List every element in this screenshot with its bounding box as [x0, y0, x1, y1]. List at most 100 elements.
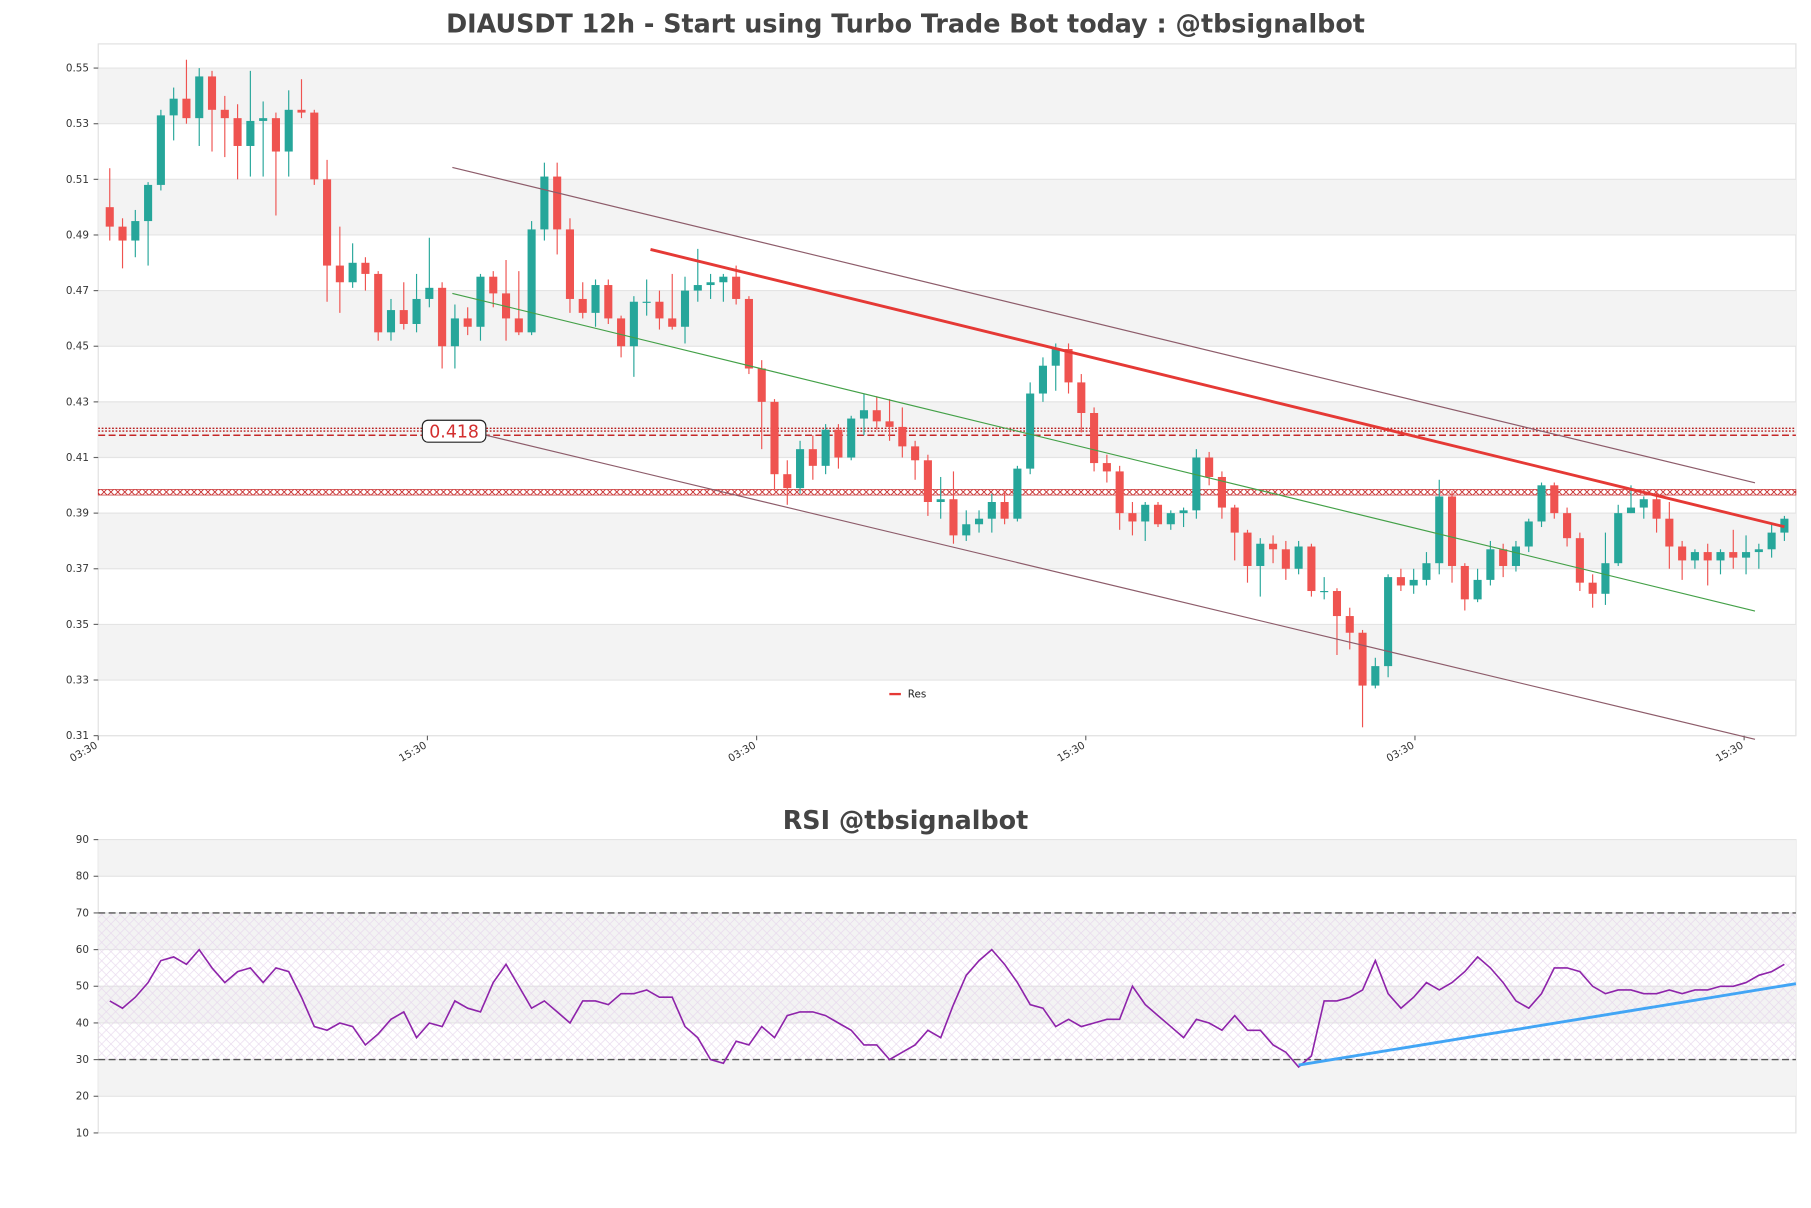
- candle-body: [936, 499, 945, 503]
- candle-body: [144, 184, 153, 222]
- candle-body: [642, 301, 651, 303]
- y-tick-label: 0.49: [66, 229, 89, 241]
- candle-body: [1396, 577, 1405, 586]
- grid-band: [98, 839, 1796, 877]
- level-label: 0.418: [429, 423, 479, 443]
- candle-body: [1614, 513, 1623, 564]
- rsi-title: RSI @tbsignalbot: [783, 805, 1028, 835]
- candle-body: [565, 229, 575, 299]
- candle-body: [1000, 502, 1009, 519]
- candle-body: [450, 318, 459, 347]
- candle-body: [182, 98, 191, 119]
- candle-body: [847, 418, 856, 458]
- candle-body: [680, 290, 690, 327]
- candle-body: [1678, 546, 1687, 561]
- candle-body: [169, 98, 178, 116]
- candle-body: [233, 118, 242, 146]
- y-tick-label: 0.31: [66, 730, 89, 742]
- candle-body: [425, 287, 434, 299]
- x-tick-label: 15:30: [1055, 739, 1087, 764]
- candle-body: [693, 285, 702, 291]
- candle-body: [105, 207, 114, 227]
- candle-body: [310, 112, 319, 180]
- rsi-zone: [98, 912, 1796, 1060]
- candle-body: [821, 429, 830, 466]
- candle-body: [783, 474, 792, 489]
- y-tick-label: 10: [76, 1127, 89, 1139]
- y-tick-label: 0.41: [66, 452, 89, 464]
- chart-title: DIAUSDT 12h - Start using Turbo Trade Bo…: [446, 8, 1365, 38]
- candle-body: [527, 229, 536, 333]
- candle-body: [744, 298, 753, 369]
- trend-line: [1298, 982, 1797, 1067]
- candle-body: [284, 109, 293, 152]
- candle-body: [796, 449, 805, 489]
- legend-label: Res: [908, 689, 927, 701]
- grid-band: [98, 179, 1796, 235]
- level-band: [97, 489, 1797, 496]
- candle-body: [1537, 485, 1546, 522]
- candle-body: [1435, 496, 1444, 564]
- y-tick-label: 50: [76, 981, 89, 993]
- candle-body: [629, 301, 638, 347]
- candle-body: [923, 460, 932, 503]
- candle-body: [156, 115, 165, 185]
- candle-body: [1230, 507, 1239, 533]
- candle-body: [1013, 468, 1022, 519]
- candle-body: [1486, 549, 1495, 580]
- candle-body: [1051, 349, 1060, 366]
- candle-body: [1665, 518, 1674, 547]
- candle-body: [1332, 591, 1342, 617]
- x-tick-label: 15:30: [397, 739, 429, 764]
- x-tick-label: 15:30: [1714, 739, 1746, 764]
- candle-body: [617, 318, 626, 347]
- candle-body: [1307, 546, 1316, 592]
- y-tick-label: 60: [76, 944, 89, 956]
- candle-body: [1217, 476, 1226, 508]
- y-tick-label: 80: [76, 871, 89, 883]
- y-tick-label: 90: [76, 834, 89, 846]
- candle-body: [1626, 507, 1636, 514]
- y-tick-label: 0.55: [66, 63, 89, 75]
- grid-band: [98, 624, 1796, 681]
- candle-body: [1511, 546, 1520, 566]
- candle-body: [872, 410, 881, 422]
- candle-body: [1243, 532, 1252, 566]
- candle-body: [1102, 463, 1111, 472]
- candle-body: [578, 298, 587, 313]
- y-tick-label: 0.37: [66, 563, 89, 575]
- candle-body: [1716, 552, 1725, 561]
- candle-body: [1588, 582, 1597, 594]
- candle-body: [207, 76, 217, 110]
- candle-body: [1742, 552, 1751, 558]
- candle-body: [1090, 412, 1099, 464]
- y-tick-label: 0.43: [66, 396, 89, 408]
- candle-body: [885, 421, 894, 427]
- candle-body: [834, 429, 843, 458]
- y-tick-label: 40: [76, 1017, 89, 1029]
- candle-body: [1601, 563, 1610, 594]
- candle-body: [1639, 499, 1648, 508]
- candle-body: [1358, 632, 1367, 686]
- candle-body: [1269, 543, 1278, 550]
- grid-band: [98, 68, 1796, 124]
- grid-band: [98, 401, 1796, 458]
- candle-body: [271, 118, 280, 152]
- candle-body: [1690, 552, 1699, 561]
- candle-body: [1409, 579, 1418, 586]
- candle-body: [1384, 577, 1393, 667]
- candle-body: [553, 176, 562, 230]
- candle-body: [1128, 513, 1137, 522]
- candle-body: [1371, 666, 1380, 686]
- candle-body: [1524, 521, 1533, 547]
- trend-line: [452, 166, 1756, 484]
- candle-body: [323, 179, 332, 266]
- candle-body: [476, 276, 485, 327]
- candle-body: [1256, 543, 1265, 566]
- candle-body: [911, 446, 920, 461]
- candle-body: [1652, 499, 1661, 519]
- candle-body: [1166, 513, 1175, 525]
- candle-body: [1550, 485, 1559, 514]
- candle-body: [1205, 457, 1214, 477]
